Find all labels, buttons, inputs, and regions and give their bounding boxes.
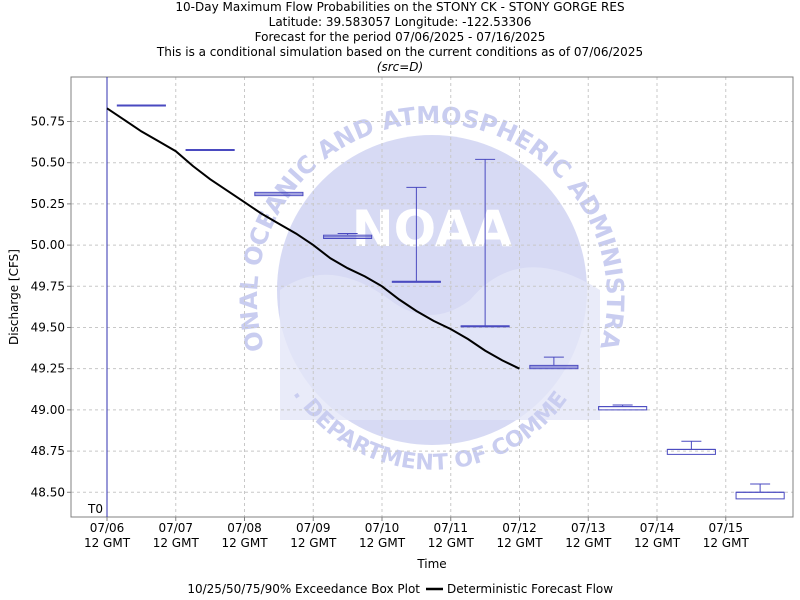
chart-note: This is a conditional simulation based o… bbox=[156, 45, 644, 59]
exceedance-box bbox=[254, 191, 304, 197]
x-tick-label-time: 12 GMT bbox=[496, 536, 543, 550]
exceedance-box bbox=[735, 483, 785, 500]
noaa-watermark: NOAANATIONAL OCEANIC AND ATMOSPHERIC ADM… bbox=[0, 0, 629, 476]
exceedance-boxes bbox=[116, 104, 785, 500]
box-iqr bbox=[666, 448, 716, 455]
x-tick-label-time: 12 GMT bbox=[359, 536, 406, 550]
x-tick-label-date: 07/08 bbox=[227, 521, 262, 535]
x-tick-label-date: 07/09 bbox=[296, 521, 331, 535]
y-tick-label: 50.50 bbox=[31, 156, 65, 170]
box-iqr bbox=[735, 491, 785, 500]
exceedance-box bbox=[460, 158, 510, 328]
exceedance-box bbox=[529, 356, 579, 370]
t0-label: T0 bbox=[87, 502, 103, 516]
chart-source: (src=D) bbox=[376, 60, 424, 74]
grid-lines bbox=[71, 77, 793, 517]
watermark-noaa-text: NOAA bbox=[352, 200, 513, 258]
chart-titles: 10-Day Maximum Flow Probabilities on the… bbox=[0, 0, 800, 75]
y-tick-label: 49.50 bbox=[31, 320, 65, 334]
y-tick-label: 48.75 bbox=[31, 444, 65, 458]
exceedance-box bbox=[116, 104, 166, 107]
legend: 10/25/50/75/90% Exceedance Box Plot Dete… bbox=[187, 582, 613, 596]
x-tick-label-date: 07/06 bbox=[90, 521, 125, 535]
y-tick-label: 49.00 bbox=[31, 403, 65, 417]
x-tick-label-time: 12 GMT bbox=[221, 536, 268, 550]
y-tick-label: 49.75 bbox=[31, 279, 65, 293]
x-tick-label-date: 07/15 bbox=[708, 521, 743, 535]
plot-area-frame bbox=[70, 76, 794, 518]
exceedance-box bbox=[391, 186, 441, 283]
y-axis-label: Discharge [CFS] bbox=[7, 249, 21, 345]
x-tick-label-time: 12 GMT bbox=[565, 536, 612, 550]
chart-title: 10-Day Maximum Flow Probabilities on the… bbox=[175, 0, 625, 14]
x-tick-label-time: 12 GMT bbox=[703, 536, 750, 550]
legend-box-label: 10/25/50/75/90% Exceedance Box Plot bbox=[187, 582, 420, 596]
x-tick-label-time: 12 GMT bbox=[84, 536, 131, 550]
exceedance-box bbox=[323, 233, 373, 239]
x-tick-label-date: 07/11 bbox=[433, 521, 468, 535]
t0-marker: T0 bbox=[87, 77, 108, 517]
chart-location: Latitude: 39.583057 Longitude: -122.5330… bbox=[268, 15, 532, 29]
y-tick-label: 50.00 bbox=[31, 238, 65, 252]
x-tick-label-time: 12 GMT bbox=[428, 536, 475, 550]
x-tick-label-date: 07/12 bbox=[502, 521, 537, 535]
x-tick-label-date: 07/10 bbox=[365, 521, 400, 535]
legend-line-label: Deterministic Forecast Flow bbox=[447, 582, 613, 596]
exceedance-box bbox=[598, 404, 648, 411]
deterministic-flow-line bbox=[106, 107, 520, 370]
y-tick-label: 48.50 bbox=[31, 485, 65, 499]
deterministic-forecast bbox=[106, 107, 520, 370]
y-tick-label: 49.25 bbox=[31, 362, 65, 376]
x-tick-label-time: 12 GMT bbox=[290, 536, 337, 550]
chart-period: Forecast for the period 07/06/2025 - 07/… bbox=[254, 30, 546, 44]
x-tick-label-date: 07/07 bbox=[158, 521, 193, 535]
y-tick-label: 50.25 bbox=[31, 197, 65, 211]
x-tick-label-time: 12 GMT bbox=[153, 536, 200, 550]
x-tick-label-time: 12 GMT bbox=[634, 536, 681, 550]
exceedance-box bbox=[185, 149, 235, 152]
exceedance-box bbox=[666, 440, 716, 455]
x-axis-label: Time bbox=[416, 557, 446, 571]
x-tick-label-date: 07/13 bbox=[571, 521, 606, 535]
y-tick-label: 50.75 bbox=[31, 114, 65, 128]
y-axis: 48.50 48.75 49.00 49.25 49.50 49.75 50.00 50.25… bbox=[31, 114, 71, 499]
x-tick-label-date: 07/14 bbox=[640, 521, 675, 535]
